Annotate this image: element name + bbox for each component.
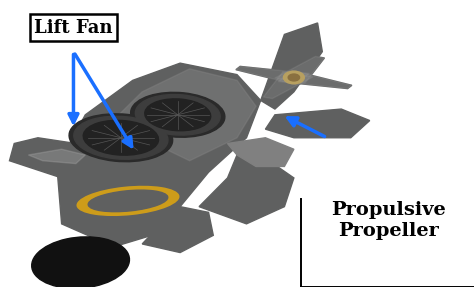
Polygon shape xyxy=(264,72,313,98)
Polygon shape xyxy=(142,207,213,253)
Polygon shape xyxy=(275,57,324,83)
Polygon shape xyxy=(261,23,322,109)
Circle shape xyxy=(288,74,300,81)
Ellipse shape xyxy=(74,116,168,159)
Ellipse shape xyxy=(131,92,225,137)
Polygon shape xyxy=(199,155,294,224)
Polygon shape xyxy=(278,71,352,89)
Polygon shape xyxy=(278,71,352,89)
Ellipse shape xyxy=(145,99,211,131)
Ellipse shape xyxy=(32,237,129,287)
Polygon shape xyxy=(57,63,261,247)
Polygon shape xyxy=(28,149,85,164)
Polygon shape xyxy=(275,57,324,83)
Ellipse shape xyxy=(88,190,168,212)
Polygon shape xyxy=(264,72,313,98)
Text: Lift Fan: Lift Fan xyxy=(34,19,113,37)
Ellipse shape xyxy=(69,114,173,162)
Polygon shape xyxy=(236,66,310,84)
Ellipse shape xyxy=(83,120,158,155)
Text: Propulsive
Propeller: Propulsive Propeller xyxy=(331,201,446,240)
Polygon shape xyxy=(9,138,104,178)
Polygon shape xyxy=(228,138,294,166)
Polygon shape xyxy=(104,69,256,161)
Ellipse shape xyxy=(136,94,220,135)
Circle shape xyxy=(283,71,304,84)
Polygon shape xyxy=(236,66,310,84)
Ellipse shape xyxy=(76,186,180,216)
Polygon shape xyxy=(265,109,370,138)
